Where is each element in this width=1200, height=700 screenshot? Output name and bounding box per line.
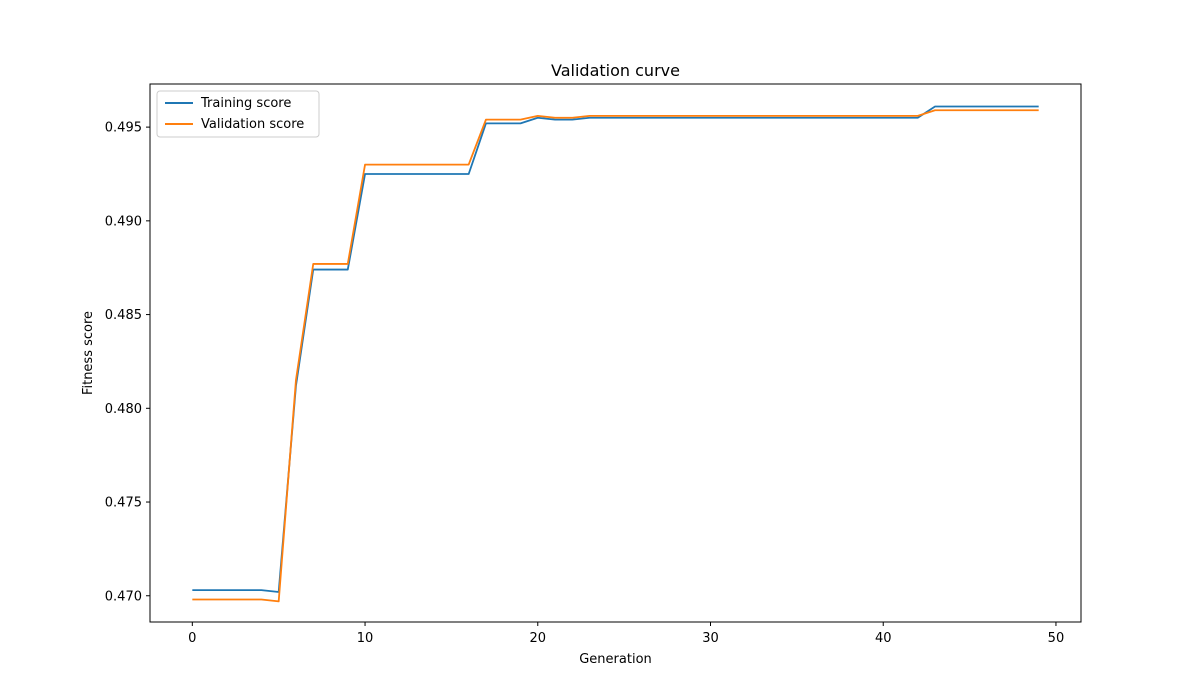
plot-area [192,105,1039,603]
y-axis-label: Fitness score [81,311,96,395]
y-tick-label: 0.485 [105,308,142,323]
legend-validation-label: Validation score [201,117,304,132]
x-tick-label: 10 [357,631,374,646]
y-tick-label: 0.490 [105,214,142,229]
y-tick-label: 0.480 [105,402,142,417]
x-tick-label: 50 [1048,631,1065,646]
legend-box [156,90,320,138]
y-tick-label: 0.475 [105,496,142,511]
y-tick-label: 0.495 [105,121,142,136]
x-axis-label: Generation [579,652,652,667]
validation-score-line [192,109,1039,603]
x-tick-label: 20 [529,631,546,646]
training-score-line [192,105,1039,593]
x-tick-label: 0 [188,631,196,646]
x-axis: 0 10 20 30 40 50 [188,622,1064,646]
legend-training-label: Training score [200,96,291,111]
chart-title: Validation curve [551,61,680,80]
plot-frame [149,83,1082,623]
y-tick-label: 0.470 [105,589,142,604]
y-axis: 0.470 0.475 0.480 0.485 0.490 0.495 [105,121,150,604]
legend: Training score Validation score [156,90,320,138]
x-tick-label: 40 [875,631,892,646]
x-tick-label: 30 [702,631,719,646]
